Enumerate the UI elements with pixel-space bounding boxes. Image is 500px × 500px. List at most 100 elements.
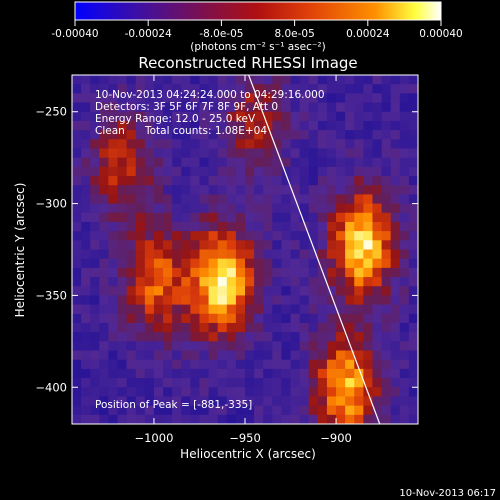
heatmap-cell [336,185,346,195]
heatmap-cell [81,350,91,361]
heatmap-cell [399,231,410,241]
heatmap-cell [72,267,82,278]
heatmap-cell [345,286,355,297]
heatmap-cell [336,405,346,416]
heatmap-cell [263,111,273,122]
heatmap-cell [308,176,319,186]
heatmap-cell [354,414,364,424]
colorbar-units-label: (photons cm⁻² s⁻¹ asec⁻²) [190,41,325,53]
heatmap-cell [345,277,355,287]
heatmap-cell [290,157,301,168]
heatmap-cell [172,240,182,251]
heatmap-cell [399,258,410,269]
heatmap-cell [381,258,392,269]
heatmap-cell [390,194,401,205]
heatmap-cell [272,277,283,287]
heatmap-cell [235,157,246,168]
heatmap-cell [81,148,91,159]
heatmap-cell [272,240,283,251]
heatmap-cell [72,258,82,269]
heatmap-cell [299,378,310,388]
heatmap-cell [281,240,292,251]
heatmap-cell [99,414,110,424]
heatmap-cell [308,93,319,104]
heatmap-cell [381,295,392,306]
heatmap-cell [217,258,228,269]
heatmap-cell [254,93,264,104]
heatmap-cell [408,166,418,177]
heatmap-cell [363,120,374,131]
heatmap-cell [372,102,383,113]
heatmap-cell [317,194,328,205]
heatmap-cell [144,139,155,150]
heatmap-cell [408,267,418,278]
heatmap-cell [254,258,264,269]
heatmap-cell [90,231,100,241]
heatmap-cell [117,75,128,85]
heatmap-cell [381,231,392,241]
heatmap-cell [272,249,283,260]
heatmap-cell [72,231,82,241]
heatmap-cell [153,139,164,150]
heatmap-cell [308,405,319,416]
heatmap-cell [245,185,255,195]
heatmap-cell [153,267,164,278]
heatmap-cell [108,157,119,168]
heatmap-cell [199,221,210,232]
heatmap-cell [235,166,246,177]
heatmap-cell [144,157,155,168]
heatmap-cell [254,102,264,113]
heatmap-cell [181,322,191,333]
heatmap-cell [90,368,100,379]
heatmap-cell [81,277,91,287]
heatmap-cell [190,203,201,214]
heatmap-cell [181,286,191,297]
heatmap-cell [290,176,301,186]
heatmap-cell [408,185,418,195]
heatmap-cell [381,185,392,195]
heatmap-cell [245,84,255,94]
heatmap-cell [235,111,246,122]
heatmap-cell [81,322,91,333]
heatmap-cell [135,194,146,205]
colorbar-gradient [74,1,442,21]
heatmap-cell [372,212,383,223]
heatmap-cell [281,277,292,287]
heatmap-cell [263,396,273,407]
heatmap-cell [226,313,237,324]
heatmap-cell [117,304,128,315]
heatmap-cell [208,102,219,113]
heatmap-cell [390,139,401,150]
heatmap-cell [381,405,392,416]
heatmap-cell [290,231,301,241]
heatmap-cell [272,148,283,159]
heatmap-cell [99,405,110,416]
heatmap-cell [190,75,201,85]
heatmap-cell [217,203,228,214]
heatmap-cell [235,368,246,379]
heatmap-cell [263,212,273,223]
heatmap-cell [345,176,355,186]
heatmap-cell [381,120,392,131]
heatmap-cell [172,267,182,278]
heatmap-cell [72,313,82,324]
heatmap-cell [172,341,182,352]
heatmap-cell [181,93,191,104]
heatmap-cell [299,240,310,251]
heatmap-cell [408,359,418,370]
heatmap-cell [90,378,100,388]
heatmap-cell [126,212,137,223]
heatmap-cell [308,249,319,260]
heatmap-cell [245,277,255,287]
heatmap-cell [317,93,328,104]
info-time-range: 10-Nov-2013 04:24:24.000 to 04:29:16.000 [95,89,325,101]
heatmap-cell [226,93,237,104]
heatmap-cell [172,249,182,260]
heatmap-cell [381,378,392,388]
heatmap-cell [163,102,173,113]
heatmap-cell [354,148,364,159]
heatmap-cell [245,368,255,379]
heatmap-cell [372,396,383,407]
heatmap-cell [254,277,264,287]
heatmap-cell [153,75,164,85]
